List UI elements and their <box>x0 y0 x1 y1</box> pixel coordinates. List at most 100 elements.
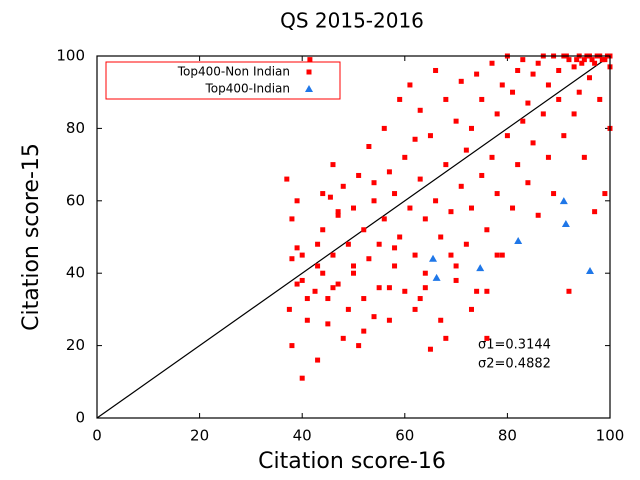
data-point <box>371 314 377 320</box>
data-point <box>422 270 428 276</box>
y-tick-label: 80 <box>66 119 85 137</box>
data-point <box>381 216 387 222</box>
data-point <box>592 209 598 215</box>
data-point <box>484 335 490 341</box>
x-tick-label: 60 <box>395 427 414 445</box>
data-point <box>366 144 372 149</box>
data-point <box>438 234 444 240</box>
data-point <box>412 136 418 142</box>
x-tick-label: 100 <box>596 427 625 445</box>
data-point <box>392 245 398 251</box>
data-point <box>458 78 464 84</box>
data-point <box>299 252 305 258</box>
data-point <box>376 241 382 247</box>
legend-label: Top400-Non Indian <box>177 65 290 79</box>
data-point <box>315 357 321 363</box>
data-point <box>597 96 603 102</box>
data-point <box>463 241 469 247</box>
data-point <box>579 60 585 66</box>
data-point <box>520 57 526 63</box>
data-point <box>340 335 346 341</box>
data-point <box>515 67 521 73</box>
legend-marker <box>305 85 313 92</box>
data-point <box>356 172 362 178</box>
data-point <box>286 306 292 312</box>
data-point <box>448 209 454 215</box>
data-point <box>433 67 439 73</box>
x-tick-label: 0 <box>92 427 102 445</box>
data-point <box>602 57 608 63</box>
data-point <box>412 306 418 312</box>
data-point <box>294 245 300 251</box>
data-point <box>489 60 495 66</box>
data-point <box>551 191 557 197</box>
data-point <box>299 277 305 283</box>
data-point <box>566 288 572 294</box>
data-point <box>371 180 377 186</box>
data-point <box>345 241 351 247</box>
data-point <box>427 346 433 352</box>
data-point <box>320 227 326 233</box>
data-point <box>494 252 500 258</box>
data-point <box>289 256 295 262</box>
data-point <box>484 288 490 294</box>
data-point <box>361 328 367 334</box>
data-point <box>386 317 392 323</box>
data-point <box>489 154 495 160</box>
data-point <box>581 154 587 160</box>
data-point <box>494 191 500 197</box>
data-point <box>351 205 356 211</box>
data-point <box>535 60 541 66</box>
data-point <box>535 212 541 218</box>
plot-frame <box>96 55 611 419</box>
data-point <box>438 317 444 323</box>
data-point <box>351 270 356 276</box>
data-point <box>330 285 336 291</box>
data-point <box>468 306 474 312</box>
data-point <box>335 281 341 287</box>
data-point <box>484 227 490 233</box>
data-point <box>335 209 341 215</box>
data-point <box>325 296 331 302</box>
data-point <box>376 285 382 291</box>
data-point <box>479 96 485 102</box>
data-point <box>304 317 310 323</box>
data-point <box>576 89 582 95</box>
data-point <box>284 176 290 182</box>
data-point <box>386 169 392 175</box>
data-point <box>392 191 398 197</box>
data-point <box>432 273 441 281</box>
data-point <box>417 176 423 182</box>
data-point <box>530 71 536 77</box>
data-point <box>443 96 449 102</box>
data-point <box>602 191 608 197</box>
legend-box <box>105 61 341 100</box>
data-point <box>294 281 300 287</box>
data-point <box>514 236 523 244</box>
y-axis-label: Citation score-15 <box>19 143 44 331</box>
data-point <box>386 285 392 291</box>
data-point <box>561 219 570 227</box>
data-point <box>340 183 346 189</box>
y-tick-label: 100 <box>56 47 85 65</box>
y-tick-label: 0 <box>75 409 85 427</box>
data-point <box>545 82 551 88</box>
data-point <box>510 89 516 95</box>
y-tick-label: 60 <box>66 191 85 209</box>
data-point <box>312 288 318 294</box>
data-point <box>540 111 546 117</box>
data-point <box>427 133 433 139</box>
data-point <box>304 296 310 302</box>
data-point <box>463 147 469 153</box>
data-point <box>468 125 474 131</box>
data-point <box>361 227 367 233</box>
annotation: σ2=0.4882 <box>478 357 551 372</box>
data-point <box>330 252 336 258</box>
data-point <box>397 234 403 240</box>
x-tick-label: 40 <box>293 427 312 445</box>
data-point <box>429 254 438 262</box>
data-point <box>412 252 418 258</box>
data-point <box>592 60 598 66</box>
data-point <box>474 71 480 77</box>
